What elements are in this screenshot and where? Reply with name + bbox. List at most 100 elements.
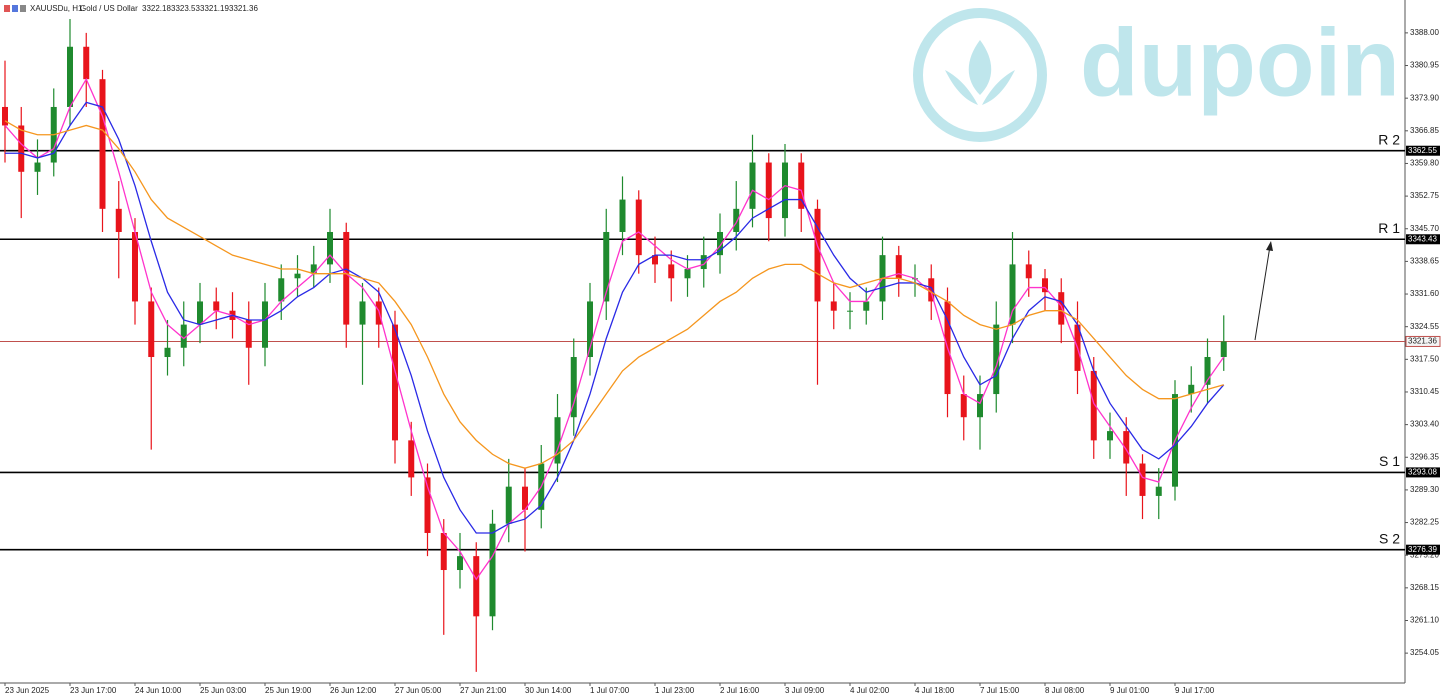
candle-body [619, 199, 626, 232]
candle-body [1042, 278, 1048, 293]
arrow-line [1254, 245, 1271, 341]
price-label: 3321.36 [1408, 337, 1437, 346]
y-tick-label: 3317.50 [1410, 354, 1439, 363]
candle-body [928, 278, 935, 302]
candle-body [278, 278, 285, 302]
y-tick-label: 3388.00 [1410, 28, 1439, 37]
price-box [1405, 335, 1441, 347]
candle-body [814, 208, 821, 302]
candle-body [310, 264, 317, 274]
level-label: R 1 [1378, 220, 1400, 236]
x-tick-label: 25 Jun 03:00 [200, 686, 247, 695]
y-tick-label: 3380.95 [1410, 61, 1439, 70]
candle-body [960, 394, 967, 418]
header-symbol: XAUUSDu, H1: [30, 4, 85, 13]
level-price-box [1406, 234, 1440, 245]
header-close: 3321.36 [229, 4, 258, 13]
candle-body [782, 162, 788, 219]
y-tick-label: 3338.65 [1410, 257, 1439, 266]
y-tick-label: 3331.60 [1410, 289, 1439, 298]
candle-body [668, 264, 675, 279]
header-icon [4, 5, 10, 12]
candle-body [115, 208, 122, 232]
candle-body [457, 556, 463, 571]
y-tick-label: 3275.20 [1410, 550, 1439, 559]
y-tick-label: 3261.10 [1410, 616, 1439, 625]
candle-body [473, 556, 480, 617]
level-price-box [1406, 145, 1440, 156]
y-tick-label: 3352.75 [1410, 191, 1439, 200]
candle-body [1090, 370, 1097, 441]
level-price: 3276.39 [1408, 545, 1437, 554]
candle-body [505, 486, 512, 524]
header-icon [12, 5, 18, 12]
header-description: Gold / US Dollar [80, 4, 138, 13]
x-tick-label: 2 Jul 16:00 [720, 686, 760, 695]
y-tick-label: 3324.55 [1410, 322, 1439, 331]
header-open: 3322.18 [142, 4, 171, 13]
candle-body [635, 199, 642, 256]
x-tick-label: 1 Jul 07:00 [590, 686, 630, 695]
x-tick-label: 23 Jun 2025 [5, 686, 50, 695]
candle-body [132, 231, 138, 302]
candle-body [522, 486, 528, 510]
arrow-head [1266, 241, 1273, 251]
y-tick-label: 3345.70 [1410, 224, 1439, 233]
candle-body [1220, 341, 1227, 358]
moving-average [4, 120, 1224, 469]
y-tick-label: 3268.15 [1410, 583, 1439, 592]
candle-body [343, 231, 350, 325]
candle-body [424, 477, 431, 533]
level-label: R 2 [1378, 131, 1400, 147]
level-price: 3362.55 [1408, 146, 1437, 155]
x-tick-label: 25 Jun 19:00 [265, 686, 312, 695]
x-tick-label: 8 Jul 08:00 [1045, 686, 1085, 695]
candle-body [1155, 486, 1162, 496]
candle-body [164, 347, 171, 358]
level-price-box [1406, 467, 1440, 478]
header-high: 3323.53 [171, 4, 200, 13]
candle-body [700, 255, 707, 270]
candle-body [489, 523, 496, 617]
candle-body [327, 231, 333, 265]
candle-body [83, 46, 90, 80]
y-tick-label: 3310.45 [1410, 387, 1439, 396]
candle-body [408, 440, 415, 478]
level-label: S 1 [1379, 453, 1400, 469]
candle-body [213, 301, 220, 311]
x-tick-label: 26 Jun 12:00 [330, 686, 377, 695]
candle-body [392, 324, 398, 441]
x-tick-label: 3 Jul 09:00 [785, 686, 825, 695]
candle-body [977, 394, 983, 418]
candle-body [1139, 463, 1146, 496]
y-tick-label: 3296.35 [1410, 452, 1439, 461]
moving-average [5, 101, 1225, 534]
logo-ring [913, 8, 1047, 142]
candle-body [765, 162, 772, 219]
y-tick-label: 3303.40 [1410, 420, 1439, 429]
candle-body [34, 162, 41, 172]
moving-average [4, 77, 1225, 581]
candle-body [830, 301, 837, 311]
candle-body [895, 255, 902, 279]
candle-body [148, 301, 155, 358]
x-tick-label: 24 Jun 10:00 [135, 686, 182, 695]
x-tick-label: 1 Jul 23:00 [655, 686, 695, 695]
y-tick-label: 3359.80 [1410, 159, 1439, 168]
y-tick-label: 3289.30 [1410, 485, 1439, 494]
level-price: 3293.08 [1408, 468, 1437, 477]
candle-body [294, 273, 301, 279]
x-tick-label: 7 Jul 15:00 [980, 686, 1020, 695]
level-price-box [1406, 544, 1440, 555]
y-tick-label: 3282.25 [1410, 518, 1439, 527]
logo-leaf [945, 40, 1015, 105]
candle-body [1107, 431, 1113, 441]
candle-body [993, 324, 1000, 395]
candle-body [570, 357, 577, 418]
x-tick-label: 30 Jun 14:00 [525, 686, 572, 695]
candle-body [1123, 431, 1130, 464]
candle-body [262, 301, 268, 348]
candle-body [652, 255, 658, 265]
